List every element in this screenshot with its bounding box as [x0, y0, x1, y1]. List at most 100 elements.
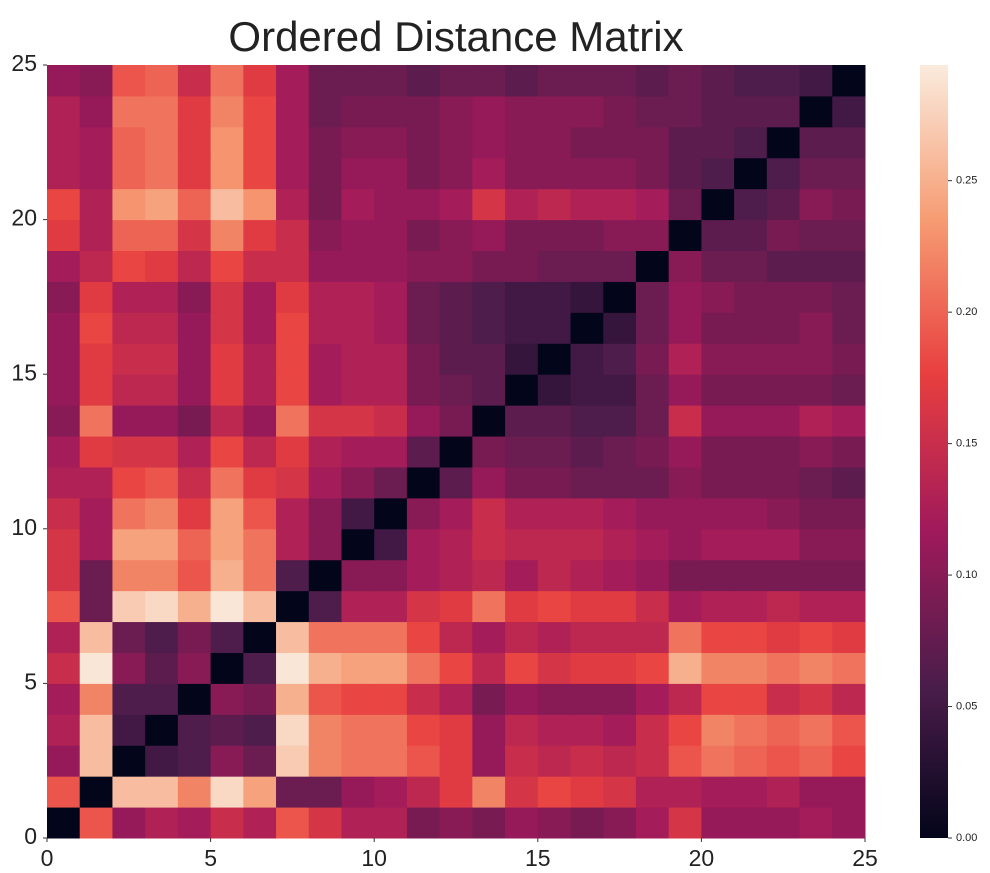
- heatmap-cell: [766, 374, 801, 406]
- heatmap-cell: [701, 219, 735, 252]
- heatmap-cell: [766, 188, 801, 221]
- heatmap-cell: [145, 126, 179, 159]
- heatmap-cell: [668, 528, 702, 561]
- heatmap-cell: [832, 405, 866, 437]
- heatmap-cell: [832, 95, 866, 128]
- heatmap-cell: [799, 528, 833, 561]
- heatmap-cell: [145, 312, 179, 344]
- heatmap-cell: [439, 219, 473, 252]
- heatmap-cell: [177, 219, 212, 252]
- colorbar-tick-label: 0.00: [956, 832, 977, 844]
- heatmap-cell: [177, 714, 212, 746]
- heatmap-cell: [537, 157, 572, 190]
- heatmap-cell: [276, 126, 310, 159]
- heatmap-cell: [406, 807, 441, 839]
- heatmap-cell: [276, 621, 310, 653]
- heatmap-cell: [799, 714, 833, 746]
- heatmap-cell: [374, 807, 408, 839]
- colorbar: [920, 65, 948, 838]
- heatmap-cell: [472, 807, 506, 839]
- heatmap-cell: [112, 590, 146, 623]
- heatmap-cell: [734, 219, 768, 252]
- heatmap-cell: [276, 374, 310, 406]
- colorbar-tick-label: 0.15: [956, 438, 977, 450]
- heatmap-cell: [766, 95, 801, 128]
- heatmap-cell: [799, 436, 833, 468]
- heatmap-cell: [145, 250, 179, 282]
- heatmap-cell: [505, 405, 539, 437]
- heatmap-cell: [210, 281, 244, 313]
- heatmap-cell: [668, 312, 702, 344]
- heatmap-cell: [505, 466, 539, 499]
- heatmap-cell: [701, 776, 735, 808]
- heatmap-cell: [734, 807, 768, 839]
- heatmap-cell: [177, 621, 212, 653]
- heatmap-cell: [374, 281, 408, 313]
- heatmap-cell: [177, 188, 212, 221]
- heatmap-cell: [734, 250, 768, 282]
- heatmap-cell: [47, 65, 81, 97]
- heatmap-cell: [766, 250, 801, 282]
- heatmap-cell: [374, 528, 408, 561]
- heatmap-cell: [734, 374, 768, 406]
- heatmap-cell: [341, 590, 375, 623]
- heatmap-cell: [570, 312, 604, 344]
- heatmap-cell: [145, 188, 179, 221]
- heatmap-cell: [799, 683, 833, 715]
- heatmap-cell: [799, 745, 833, 777]
- heatmap-cell: [439, 343, 473, 375]
- heatmap-cell: [79, 714, 113, 746]
- heatmap-cell: [799, 807, 833, 839]
- heatmap-cell: [243, 405, 277, 437]
- heatmap-cell: [308, 374, 342, 406]
- heatmap-cell: [734, 343, 768, 375]
- heatmap-cell: [570, 126, 604, 159]
- heatmap-cell: [766, 807, 801, 839]
- heatmap-cell: [47, 436, 81, 468]
- heatmap-cell: [734, 590, 768, 623]
- heatmap-cell: [341, 65, 375, 97]
- heatmap-cell: [439, 745, 473, 777]
- heatmap-cell: [276, 281, 310, 313]
- heatmap-cell: [832, 683, 866, 715]
- heatmap-cell: [505, 219, 539, 252]
- heatmap-cell: [210, 745, 244, 777]
- heatmap-cell: [210, 559, 244, 592]
- heatmap-cell: [210, 405, 244, 437]
- heatmap-cell: [112, 497, 146, 530]
- heatmap-cell: [79, 374, 113, 406]
- heatmap-cell: [734, 714, 768, 746]
- heatmap-cell: [439, 374, 473, 406]
- heatmap-cell: [701, 65, 735, 97]
- heatmap-cell: [406, 312, 441, 344]
- heatmap-cell: [701, 652, 735, 684]
- heatmap-cell: [537, 652, 572, 684]
- heatmap-cell: [112, 466, 146, 499]
- heatmap-cell: [79, 95, 113, 128]
- heatmap-cell: [374, 343, 408, 375]
- heatmap-cell: [406, 776, 441, 808]
- heatmap-cell: [112, 807, 146, 839]
- heatmap-cell: [145, 590, 179, 623]
- heatmap-cell: [79, 343, 113, 375]
- heatmap-cell: [439, 65, 473, 97]
- heatmap-cell: [341, 621, 375, 653]
- heatmap-cell: [145, 621, 179, 653]
- heatmap-cell: [668, 559, 702, 592]
- heatmap-cell: [341, 157, 375, 190]
- heatmap-cell: [635, 126, 670, 159]
- heatmap-cell: [276, 436, 310, 468]
- heatmap-cell: [799, 559, 833, 592]
- heatmap-cell: [799, 219, 833, 252]
- heatmap-cell: [505, 157, 539, 190]
- heatmap-cell: [112, 281, 146, 313]
- heatmap-cell: [79, 745, 113, 777]
- heatmap-cell: [276, 343, 310, 375]
- heatmap-cell: [79, 466, 113, 499]
- heatmap-cell: [603, 745, 637, 777]
- heatmap-cell: [603, 65, 637, 97]
- x-tick-label: 20: [689, 845, 715, 871]
- heatmap-cell: [243, 157, 277, 190]
- heatmap-cell: [210, 714, 244, 746]
- heatmap-cell: [766, 436, 801, 468]
